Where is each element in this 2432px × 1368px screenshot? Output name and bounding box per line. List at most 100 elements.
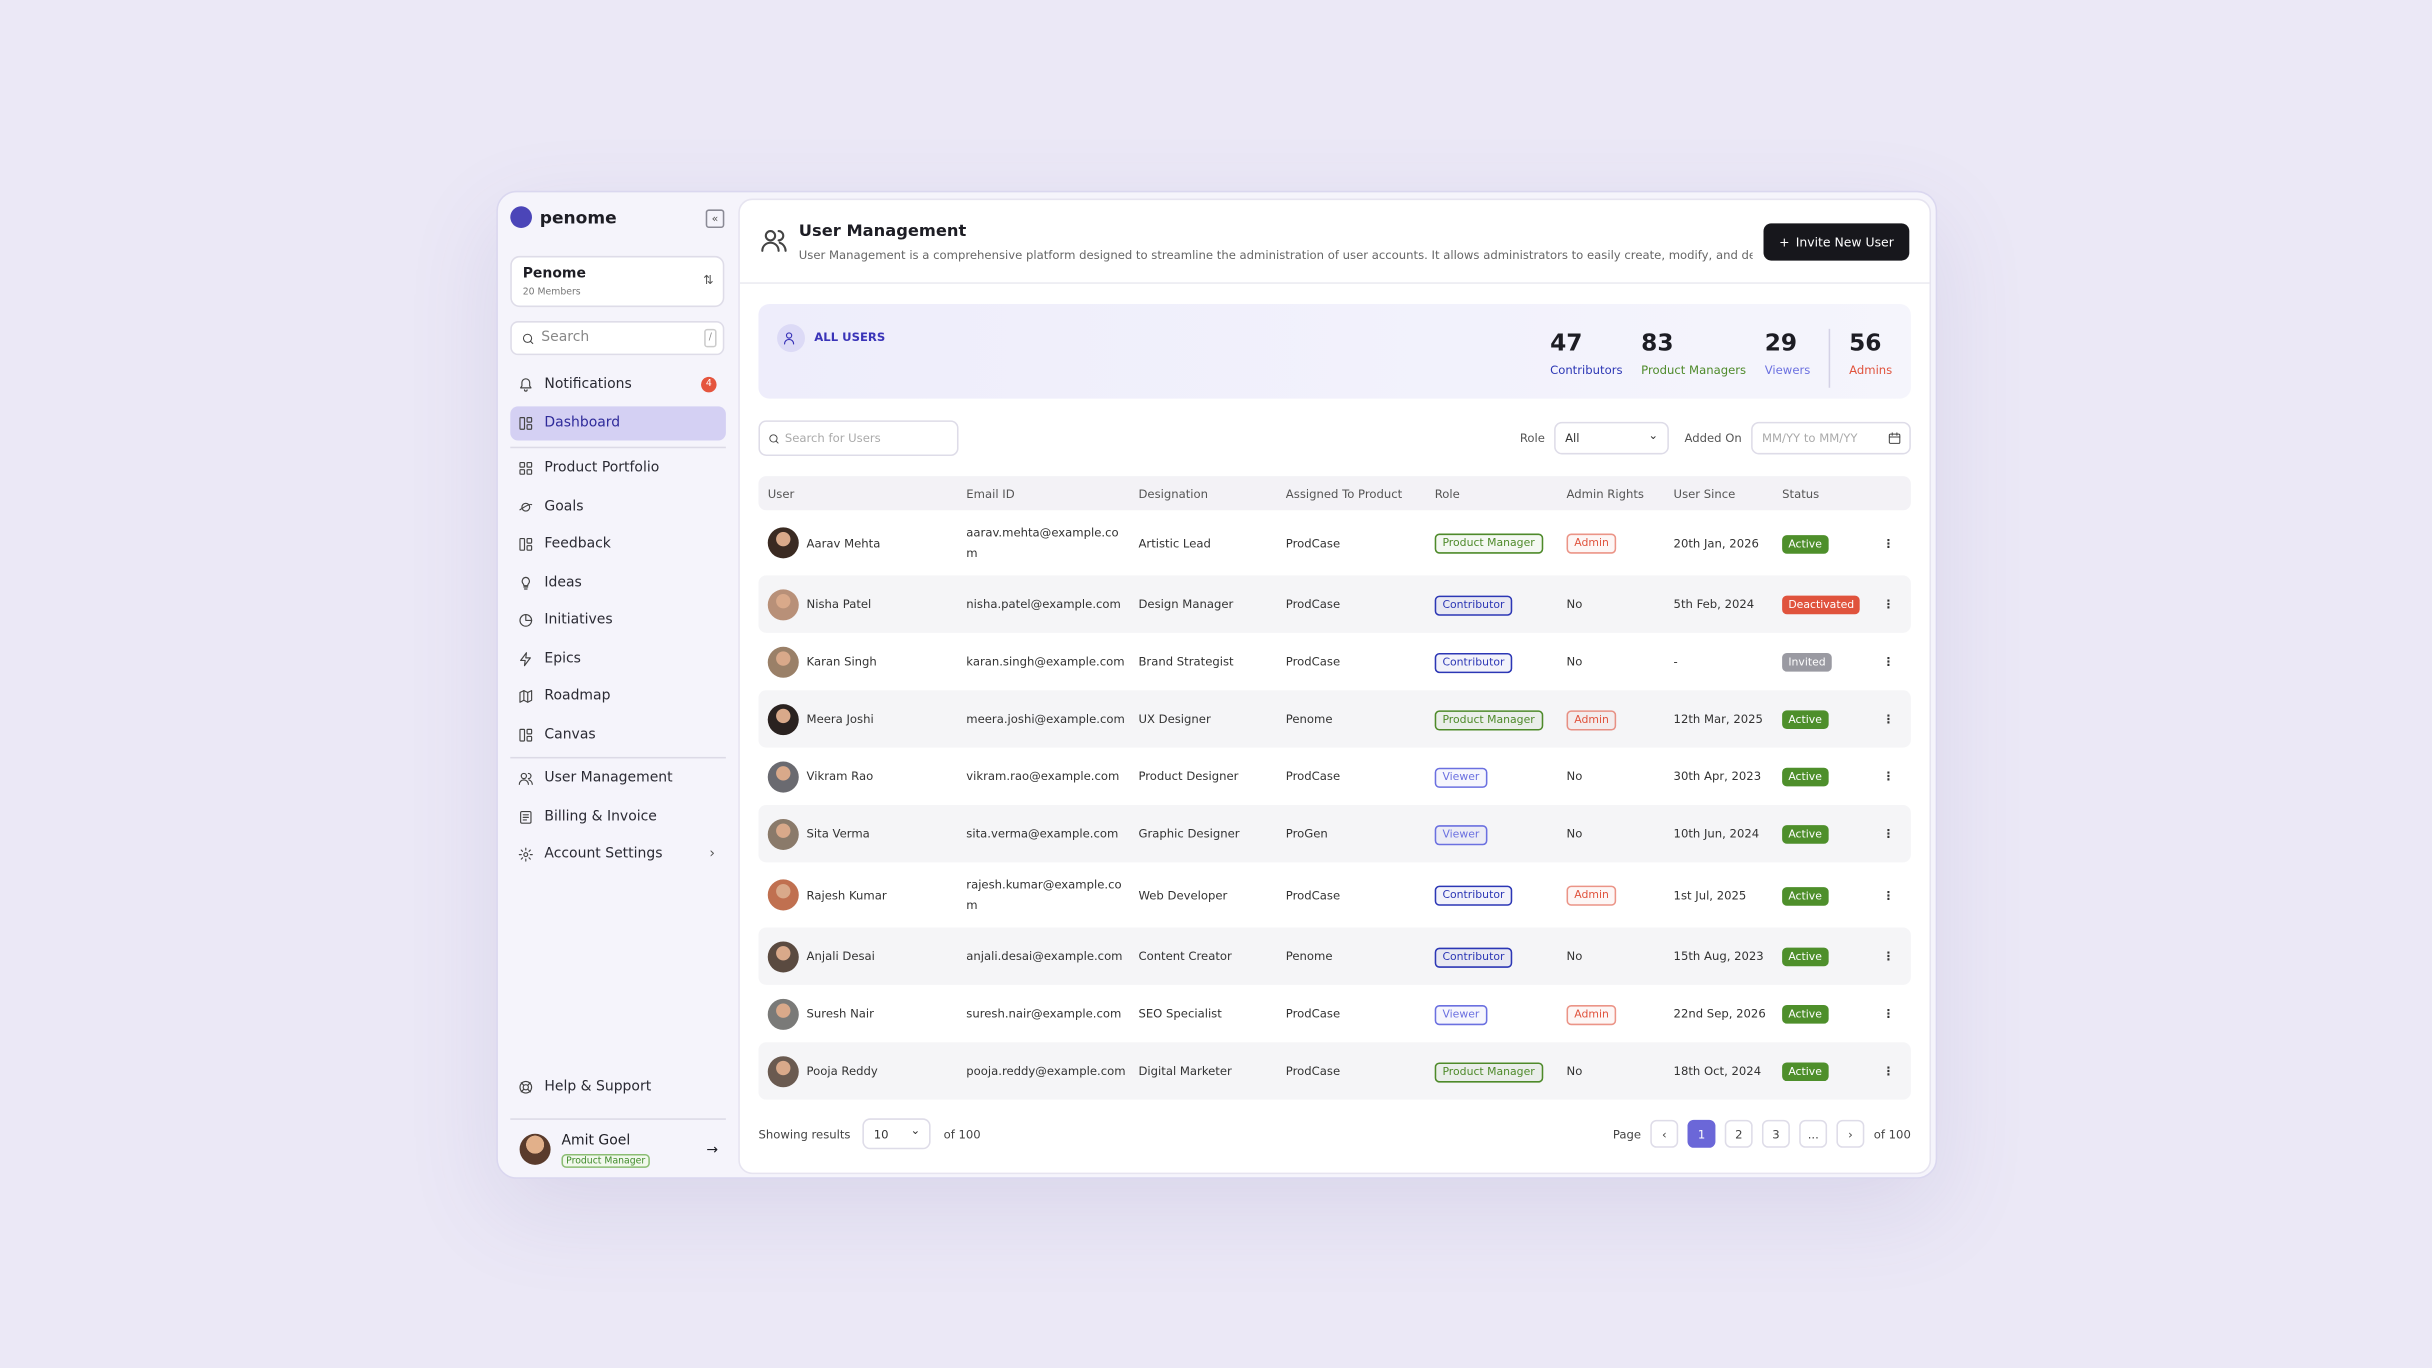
email: meera.joshi@example.com xyxy=(966,711,1125,726)
page-button[interactable]: 1 xyxy=(1687,1119,1716,1148)
user-since: 20th Jan, 2026 xyxy=(1673,535,1759,550)
sidebar-search[interactable]: Search / xyxy=(510,321,725,356)
row-menu[interactable]: ⋮ xyxy=(1882,535,1895,550)
admin-text: No xyxy=(1566,826,1583,841)
row-menu[interactable]: ⋮ xyxy=(1882,711,1895,726)
divider xyxy=(510,1118,726,1120)
nav-icon xyxy=(510,537,544,553)
nav-item[interactable]: Epics xyxy=(510,640,726,678)
row-menu[interactable]: ⋮ xyxy=(1882,769,1895,784)
next-page[interactable]: › xyxy=(1836,1119,1865,1148)
avatar xyxy=(767,940,799,972)
nav-label: Dashboard xyxy=(544,414,621,431)
pager: Page ‹ 1 2 3... › of 100 xyxy=(1613,1118,1911,1149)
avatar xyxy=(767,645,799,678)
email: rajesh.kumar@example.com xyxy=(966,877,1122,912)
user-since: 12th Mar, 2025 xyxy=(1673,711,1763,726)
role-select[interactable]: All ⌄ xyxy=(1554,421,1669,454)
product: ProdCase xyxy=(1285,535,1341,550)
avatar xyxy=(767,1055,799,1087)
page-size-select[interactable]: 10 ⌄ xyxy=(862,1118,932,1150)
page-button[interactable]: ... xyxy=(1799,1119,1828,1148)
row-menu[interactable]: ⋮ xyxy=(1882,1063,1895,1078)
role-badge: Contributor xyxy=(1434,594,1513,615)
designation: Artistic Lead xyxy=(1138,535,1211,550)
status-cell: Invited xyxy=(1782,639,1875,684)
page-button[interactable]: 3 xyxy=(1762,1119,1790,1148)
icon-part xyxy=(522,813,529,821)
avatar xyxy=(767,879,799,911)
stat-label: Product Managers xyxy=(1641,362,1747,377)
status-cell: Active xyxy=(1782,934,1875,979)
user-search[interactable]: Search for Users xyxy=(758,420,959,456)
icon-part xyxy=(526,423,533,430)
column-header: Status xyxy=(1782,486,1820,501)
table-row: Anjali Desai anjali.desai@example.com Cont… xyxy=(758,927,1911,985)
icon-part xyxy=(518,847,533,863)
page-button[interactable]: 2 xyxy=(1724,1119,1753,1148)
row-menu[interactable]: ⋮ xyxy=(1882,826,1895,841)
admin-text: No xyxy=(1566,597,1583,612)
role-cell: Product Manager xyxy=(1434,1048,1567,1095)
row-menu[interactable]: ⋮ xyxy=(1882,597,1895,612)
nav-item[interactable]: Billing & Invoice xyxy=(510,798,726,836)
nav-icon xyxy=(510,377,544,393)
workspace-switcher[interactable]: Penome 20 Members ⇅ xyxy=(510,255,725,308)
designation: Design Manager xyxy=(1138,597,1234,612)
product: ProdCase xyxy=(1285,597,1341,612)
role-badge: Product Manager xyxy=(1434,1061,1543,1082)
nav-item[interactable]: Goals xyxy=(510,488,726,526)
icon-part xyxy=(519,728,533,742)
table-row: Vikram Rao vikram.rao@example.com Product … xyxy=(758,748,1910,805)
admin-text: No xyxy=(1566,654,1583,669)
product: Penome xyxy=(1285,711,1333,726)
icon-part xyxy=(518,773,533,786)
filters: Search for Users Role All ⌄ Added On MM/YY to… xyxy=(758,420,1911,456)
row-menu[interactable]: ⋮ xyxy=(1882,1006,1895,1021)
nav-item[interactable]: Account Settings › xyxy=(510,836,726,874)
nav-item[interactable]: User Management xyxy=(510,760,726,798)
admin-cell: No xyxy=(1567,1048,1674,1093)
nav-item[interactable]: Feedback xyxy=(510,526,726,564)
invite-button[interactable]: + Invite New User xyxy=(1763,223,1910,261)
role-cell: Product Manager xyxy=(1434,520,1567,567)
logout[interactable]: → xyxy=(706,1143,719,1159)
page-title: User Management xyxy=(798,221,967,241)
nav-item[interactable]: Initiatives xyxy=(510,602,726,640)
column-header: Admin Rights xyxy=(1566,486,1645,501)
user-cell: Pooja Reddy xyxy=(758,1043,966,1099)
user-cell: Vikram Rao xyxy=(758,748,966,804)
table-row: Karan Singh karan.singh@example.com Brand … xyxy=(758,633,1910,690)
user-cell: Aarav Mehta xyxy=(758,515,966,571)
row-menu[interactable]: ⋮ xyxy=(1882,887,1895,902)
icon-part xyxy=(521,576,530,590)
user-cell: Sita Verma xyxy=(758,806,966,862)
status-cell: Active xyxy=(1782,811,1875,856)
nav-item[interactable]: Ideas xyxy=(510,564,726,602)
role-cell: Contributor xyxy=(1434,581,1567,628)
admin-text: No xyxy=(1566,1063,1583,1078)
date-picker[interactable]: MM/YY to MM/YY xyxy=(1751,421,1911,454)
status-badge: Invited xyxy=(1782,652,1832,672)
nav-item[interactable]: Canvas xyxy=(510,716,726,754)
nav-icon xyxy=(510,727,544,743)
nav-icon xyxy=(510,499,544,515)
admin-badge: Admin xyxy=(1566,885,1617,906)
email: aarav.mehta@example.com xyxy=(966,525,1119,560)
admin-text: No xyxy=(1566,769,1583,784)
icon-part xyxy=(526,416,533,422)
collapse-button[interactable]: « xyxy=(705,209,725,228)
row-menu[interactable]: ⋮ xyxy=(1882,654,1895,669)
icon-part xyxy=(520,651,531,666)
nav-item[interactable]: Product Portfolio xyxy=(510,450,726,488)
prev-page[interactable]: ‹ xyxy=(1650,1119,1679,1148)
user-name: Suresh Nair xyxy=(806,1006,874,1021)
nav-item[interactable]: Notifications 4 xyxy=(510,366,726,404)
row-menu[interactable]: ⋮ xyxy=(1882,949,1895,964)
nav-item[interactable]: Help & Support xyxy=(510,1069,726,1107)
user-name: Sita Verma xyxy=(806,826,870,841)
nav-item[interactable]: Dashboard xyxy=(510,405,726,440)
nav-item[interactable]: Roadmap xyxy=(510,678,726,716)
nav-icon xyxy=(510,461,544,477)
